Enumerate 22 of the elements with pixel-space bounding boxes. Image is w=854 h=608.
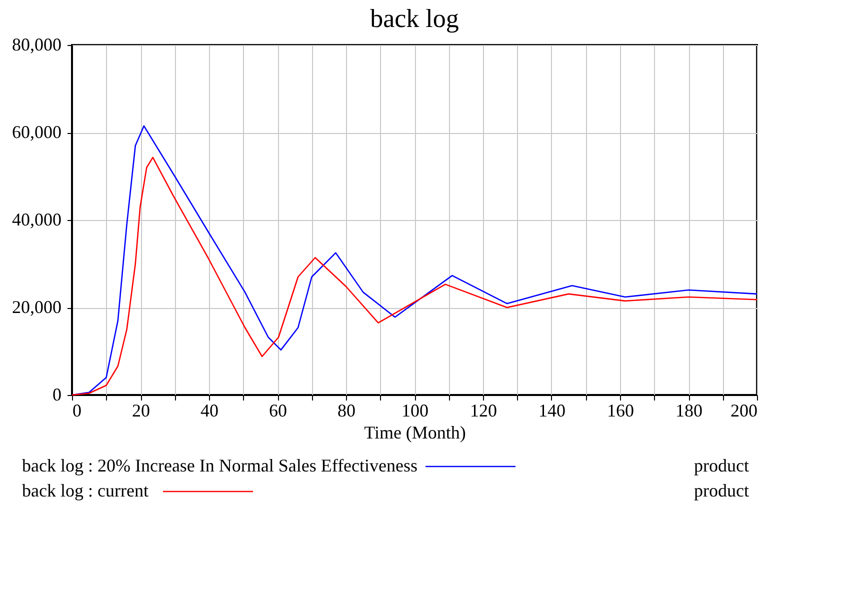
- x-axis-title: Time (Month): [364, 422, 466, 442]
- x-tick-label: 40: [200, 400, 218, 420]
- x-tick-label: 80: [338, 400, 356, 420]
- x-tick-label: 60: [269, 400, 287, 420]
- x-tick-label: 140: [538, 400, 566, 420]
- x-tick-label: 200: [730, 400, 758, 420]
- chart-title: back log: [370, 4, 459, 33]
- y-tick-label: 40,000: [12, 210, 62, 230]
- x-tick-label: 0: [72, 400, 82, 420]
- x-tick-label: 100: [402, 400, 428, 420]
- x-tick-label: 20: [132, 400, 150, 420]
- y-tick-label: 60,000: [12, 122, 62, 142]
- x-tick-label: 180: [676, 400, 702, 420]
- legend-label: back log : current: [22, 480, 148, 500]
- legend-label: back log : 20% Increase In Normal Sales Effectiveness: [22, 456, 418, 476]
- text: product: [694, 456, 749, 476]
- y-tick-label: 20,000: [12, 297, 62, 317]
- y-tick-label: 80,000: [12, 34, 62, 54]
- x-tick-label: 120: [470, 400, 497, 420]
- y-tick-label: 0: [52, 384, 62, 404]
- text: product: [694, 480, 749, 500]
- x-tick-label: 160: [607, 400, 634, 420]
